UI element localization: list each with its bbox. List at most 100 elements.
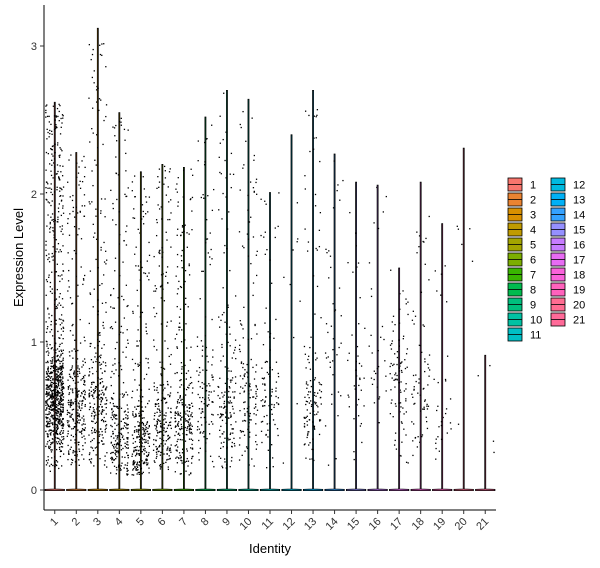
- data-point: [131, 474, 133, 476]
- data-point: [165, 415, 167, 417]
- data-point: [79, 409, 82, 412]
- data-point: [75, 391, 77, 394]
- data-point: [60, 381, 62, 383]
- data-point: [123, 438, 125, 440]
- violin-3: [87, 27, 108, 491]
- data-point: [134, 455, 137, 457]
- data-point: [111, 408, 113, 411]
- data-point: [126, 441, 128, 443]
- data-point: [84, 442, 86, 444]
- data-point: [138, 384, 141, 386]
- data-point: [102, 420, 105, 422]
- data-point: [62, 306, 64, 308]
- data-point: [51, 288, 53, 290]
- data-point: [46, 138, 48, 140]
- data-point: [79, 372, 81, 374]
- data-point: [54, 345, 56, 347]
- data-point: [307, 384, 309, 386]
- data-point: [93, 415, 95, 417]
- data-point: [265, 467, 268, 469]
- data-point: [234, 376, 237, 378]
- data-point: [332, 207, 335, 209]
- data-point: [141, 218, 143, 220]
- data-point: [115, 369, 117, 371]
- data-point: [47, 422, 49, 425]
- data-point: [274, 423, 276, 426]
- data-point: [265, 360, 267, 363]
- data-point: [112, 364, 114, 366]
- legend-label-7: 7: [530, 270, 536, 282]
- data-point: [50, 449, 52, 451]
- data-point: [58, 442, 61, 445]
- data-point: [161, 425, 164, 427]
- data-point: [164, 170, 166, 172]
- data-point: [70, 376, 72, 378]
- data-point: [56, 387, 58, 389]
- data-point: [47, 392, 49, 394]
- data-point: [49, 132, 51, 135]
- data-point: [162, 288, 164, 290]
- data-point: [314, 193, 317, 196]
- data-point: [175, 425, 177, 428]
- data-point: [78, 407, 81, 409]
- legend-label-3: 3: [530, 210, 536, 222]
- data-point: [137, 363, 139, 365]
- data-point: [191, 457, 193, 460]
- data-point: [47, 375, 49, 377]
- data-point: [71, 418, 74, 420]
- data-point: [55, 430, 58, 433]
- data-point: [180, 399, 182, 401]
- data-point: [97, 313, 99, 316]
- data-point: [52, 255, 55, 257]
- data-point: [175, 457, 177, 459]
- data-point: [188, 263, 190, 265]
- data-point: [313, 394, 315, 396]
- data-point: [222, 355, 224, 357]
- data-point: [167, 446, 169, 448]
- data-point: [100, 367, 102, 370]
- data-point: [113, 413, 115, 416]
- data-point: [97, 344, 99, 347]
- data-point: [198, 428, 201, 430]
- data-point: [163, 414, 165, 416]
- data-point: [407, 462, 409, 464]
- data-point: [84, 423, 86, 425]
- data-point: [224, 437, 226, 439]
- data-point: [47, 131, 49, 134]
- data-point: [136, 345, 138, 347]
- data-point: [153, 414, 156, 417]
- data-point: [230, 152, 233, 155]
- data-point: [62, 404, 64, 407]
- data-point: [78, 228, 80, 230]
- data-point: [47, 308, 49, 310]
- data-point: [347, 394, 349, 396]
- data-point: [90, 390, 93, 393]
- data-point: [45, 279, 48, 281]
- data-point: [67, 411, 69, 414]
- data-point: [190, 424, 192, 426]
- data-point: [162, 426, 164, 429]
- data-point: [49, 223, 51, 225]
- data-point: [405, 398, 407, 400]
- data-point: [96, 430, 98, 432]
- data-point: [57, 376, 59, 378]
- data-point: [144, 450, 146, 452]
- data-point: [49, 221, 51, 224]
- data-point: [56, 107, 59, 110]
- data-point: [373, 402, 376, 404]
- data-point: [156, 389, 158, 391]
- data-point: [167, 466, 169, 468]
- data-point: [45, 404, 47, 407]
- data-point: [74, 387, 77, 389]
- data-point: [124, 139, 126, 141]
- data-point: [60, 367, 63, 369]
- data-point: [70, 368, 72, 371]
- data-point: [299, 300, 301, 302]
- data-point: [69, 355, 71, 357]
- data-point: [82, 445, 84, 447]
- data-point: [98, 413, 100, 415]
- data-point: [82, 399, 84, 402]
- data-point: [264, 361, 267, 364]
- data-point: [95, 164, 97, 166]
- data-point: [88, 375, 90, 377]
